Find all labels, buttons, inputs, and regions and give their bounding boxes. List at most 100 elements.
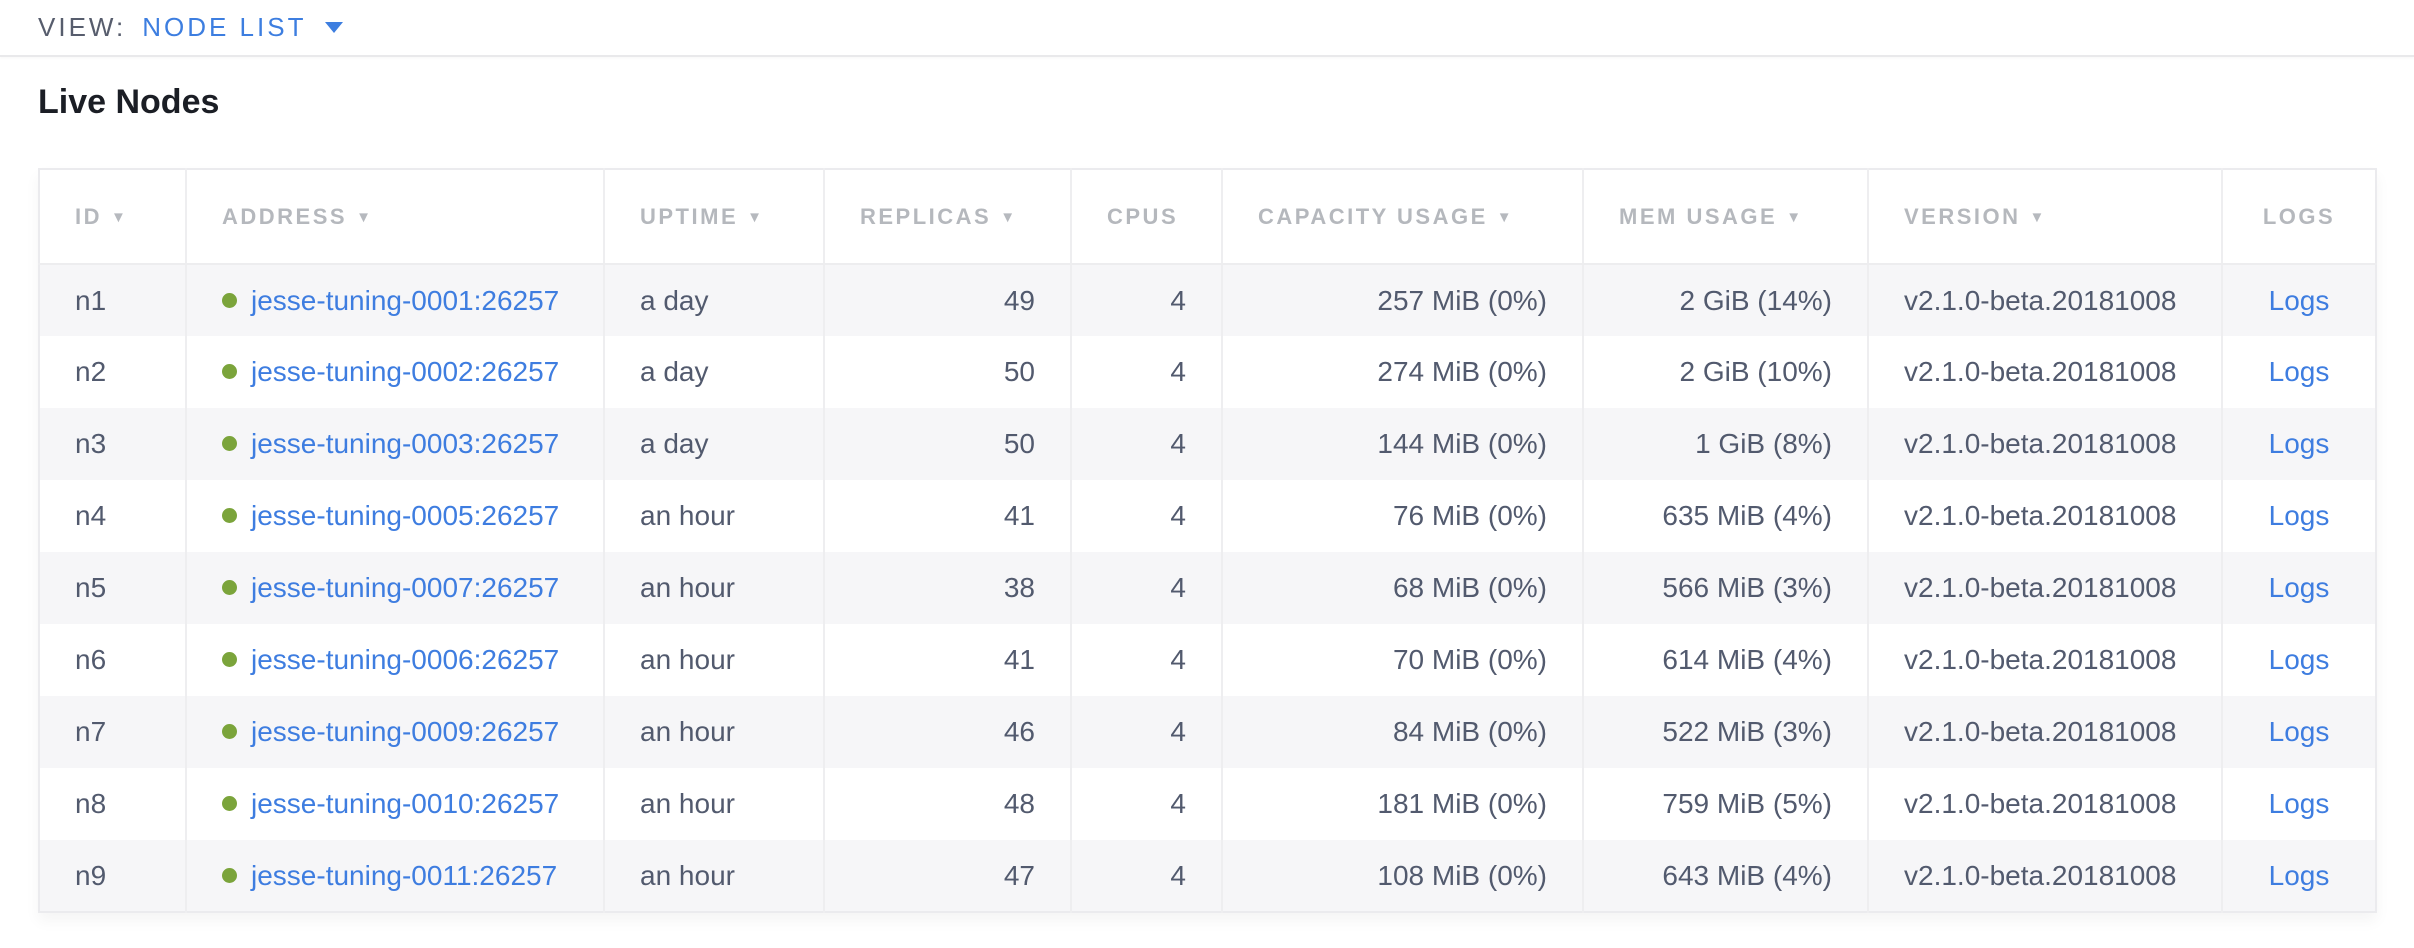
cell-version: v2.1.0-beta.20181008 — [1868, 264, 2223, 336]
sort-arrow-icon: ▼ — [1000, 208, 1018, 226]
cell-replicas: 46 — [824, 696, 1072, 768]
sort-arrow-icon: ▼ — [747, 208, 765, 226]
node-live-status-icon — [222, 796, 237, 812]
node-logs-link[interactable]: Logs — [2268, 788, 2330, 819]
cell-value: n6 — [75, 644, 107, 675]
cell-mem: 635 MiB (4%) — [1583, 480, 1869, 552]
column-header-label: ADDRESS — [222, 203, 348, 229]
cell-value: 108 MiB (0%) — [1377, 859, 1547, 891]
cell-replicas: 38 — [824, 552, 1072, 624]
column-header-label: MEM USAGE — [1619, 203, 1778, 229]
cell-version: v2.1.0-beta.20181008 — [1868, 408, 2223, 480]
cell-replicas: 49 — [824, 264, 1072, 336]
cell-capacity: 108 MiB (0%) — [1222, 840, 1584, 912]
cell-logs: Logs — [2222, 480, 2376, 552]
cell-replicas: 50 — [824, 336, 1072, 408]
cell-value: 4 — [1170, 356, 1186, 387]
cell-value: 4 — [1170, 428, 1186, 459]
node-live-status-icon — [222, 724, 237, 740]
cell-address: jesse-tuning-0006:26257 — [186, 624, 605, 696]
cell-value: an hour — [640, 644, 735, 675]
cell-uptime: an hour — [604, 840, 825, 912]
cell-value: n4 — [75, 500, 107, 531]
view-selector-dropdown[interactable]: NODE LIST — [142, 12, 344, 43]
cell-cpus: 4 — [1071, 336, 1223, 408]
node-address-link[interactable]: jesse-tuning-0007:26257 — [251, 572, 560, 603]
cell-mem: 522 MiB (3%) — [1583, 696, 1869, 768]
cell-id: n5 — [39, 552, 187, 624]
column-header-version[interactable]: VERSION ▼ — [1868, 169, 2223, 265]
cell-value: v2.1.0-beta.20181008 — [1904, 284, 2177, 316]
node-logs-link[interactable]: Logs — [2268, 859, 2330, 891]
node-logs-link[interactable]: Logs — [2268, 500, 2330, 531]
cell-replicas: 41 — [824, 624, 1072, 696]
column-header-logs: LOGS — [2222, 169, 2376, 265]
cell-logs: Logs — [2222, 552, 2376, 624]
cell-logs: Logs — [2222, 624, 2376, 696]
node-address-link[interactable]: jesse-tuning-0005:26257 — [251, 500, 560, 531]
cell-uptime: a day — [604, 336, 825, 408]
column-header-mem[interactable]: MEM USAGE ▼ — [1583, 169, 1869, 265]
node-logs-link[interactable]: Logs — [2268, 644, 2330, 675]
column-header-uptime[interactable]: UPTIME ▼ — [604, 169, 825, 265]
node-address-link[interactable]: jesse-tuning-0002:26257 — [251, 356, 560, 387]
cell-address: jesse-tuning-0005:26257 — [186, 480, 605, 552]
node-logs-link[interactable]: Logs — [2268, 284, 2330, 316]
table-body: n1 jesse-tuning-0001:26257 a day 49 4 257 MiB… — [39, 264, 2376, 912]
main-content: Live Nodes ID ▼ ADDRESS ▼ UPTIME ▼ REPLICAS ▼ CP… — [0, 82, 2414, 913]
cell-capacity: 76 MiB (0%) — [1222, 480, 1584, 552]
node-address-link[interactable]: jesse-tuning-0011:26257 — [251, 859, 558, 891]
cell-mem: 643 MiB (4%) — [1583, 840, 1869, 912]
node-address-link[interactable]: jesse-tuning-0010:26257 — [251, 788, 560, 819]
column-header-address[interactable]: ADDRESS ▼ — [186, 169, 605, 265]
node-logs-link[interactable]: Logs — [2268, 716, 2330, 747]
cell-value: 76 MiB (0%) — [1392, 500, 1547, 531]
cell-id: n3 — [39, 408, 187, 480]
cell-version: v2.1.0-beta.20181008 — [1868, 336, 2223, 408]
cell-value: a day — [640, 284, 709, 316]
node-logs-link[interactable]: Logs — [2268, 356, 2330, 387]
node-live-status-icon — [222, 508, 237, 524]
table-row: n2 jesse-tuning-0002:26257 a day 50 4 274 MiB… — [39, 336, 2376, 408]
cell-value: 4 — [1170, 284, 1186, 316]
cell-capacity: 68 MiB (0%) — [1222, 552, 1584, 624]
cell-capacity: 70 MiB (0%) — [1222, 624, 1584, 696]
cell-value: 48 — [1003, 788, 1035, 819]
node-logs-link[interactable]: Logs — [2268, 572, 2330, 603]
node-logs-link[interactable]: Logs — [2268, 428, 2330, 459]
node-address-link[interactable]: jesse-tuning-0006:26257 — [251, 644, 560, 675]
cell-logs: Logs — [2222, 408, 2376, 480]
cell-value: 181 MiB (0%) — [1377, 788, 1547, 819]
cell-capacity: 257 MiB (0%) — [1222, 264, 1584, 336]
cell-value: n5 — [75, 572, 107, 603]
node-live-status-icon — [222, 580, 237, 596]
cell-address: jesse-tuning-0001:26257 — [186, 264, 605, 336]
column-header-label: CAPACITY USAGE — [1258, 203, 1488, 229]
cell-logs: Logs — [2222, 768, 2376, 840]
cell-value: 41 — [1003, 644, 1035, 675]
table-row: n1 jesse-tuning-0001:26257 a day 49 4 257 MiB… — [39, 264, 2376, 336]
cell-uptime: an hour — [604, 480, 825, 552]
cell-value: 4 — [1170, 788, 1186, 819]
node-address-link[interactable]: jesse-tuning-0009:26257 — [251, 716, 560, 747]
column-header-id[interactable]: ID ▼ — [39, 169, 187, 265]
cell-address: jesse-tuning-0011:26257 — [186, 840, 605, 912]
node-address-link[interactable]: jesse-tuning-0001:26257 — [251, 284, 560, 316]
cell-address: jesse-tuning-0010:26257 — [186, 768, 605, 840]
cell-value: v2.1.0-beta.20181008 — [1904, 428, 2177, 459]
node-address-link[interactable]: jesse-tuning-0003:26257 — [251, 428, 560, 459]
cell-value: 4 — [1170, 859, 1186, 891]
column-header-label: LOGS — [2262, 203, 2336, 229]
cell-version: v2.1.0-beta.20181008 — [1868, 768, 2223, 840]
cell-version: v2.1.0-beta.20181008 — [1868, 552, 2223, 624]
cell-value: v2.1.0-beta.20181008 — [1904, 356, 2177, 387]
cell-mem: 614 MiB (4%) — [1583, 624, 1869, 696]
cell-cpus: 4 — [1071, 264, 1223, 336]
cell-value: an hour — [640, 572, 735, 603]
column-header-replicas[interactable]: REPLICAS ▼ — [824, 169, 1072, 265]
cell-value: n2 — [75, 356, 107, 387]
cell-value: n9 — [75, 859, 107, 891]
column-header-capacity[interactable]: CAPACITY USAGE ▼ — [1222, 169, 1584, 265]
live-nodes-table: ID ▼ ADDRESS ▼ UPTIME ▼ REPLICAS ▼ CPUS CAPACITY … — [38, 168, 2377, 913]
cell-value: 38 — [1003, 572, 1035, 603]
